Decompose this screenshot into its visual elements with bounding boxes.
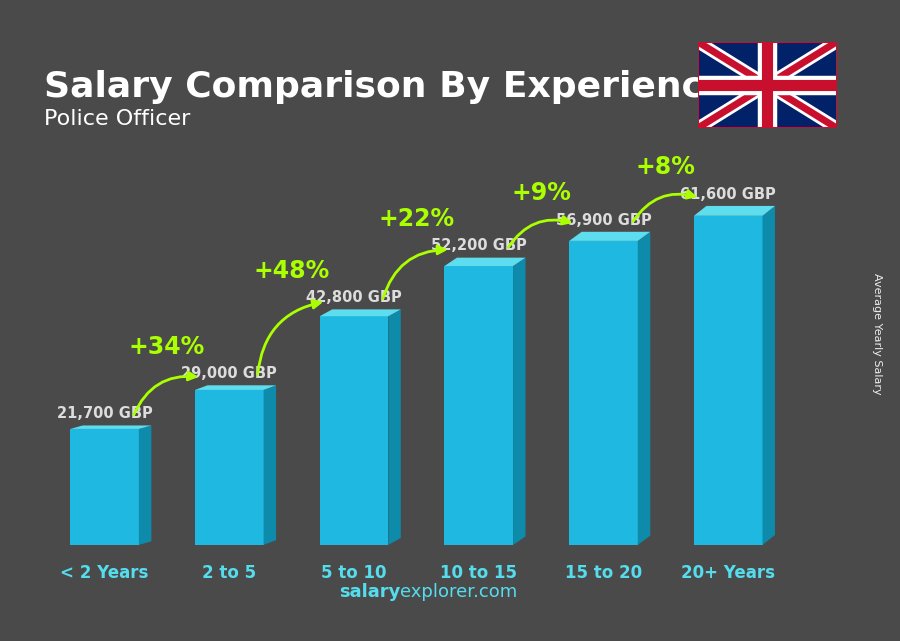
Text: 61,600 GBP: 61,600 GBP	[680, 187, 776, 202]
Text: +8%: +8%	[636, 155, 696, 179]
Polygon shape	[388, 310, 400, 545]
Polygon shape	[195, 385, 276, 390]
Polygon shape	[445, 266, 513, 545]
Polygon shape	[698, 42, 837, 128]
Text: Average Yearly Salary: Average Yearly Salary	[872, 272, 883, 394]
Polygon shape	[569, 232, 651, 241]
Polygon shape	[569, 241, 638, 545]
Text: explorer.com: explorer.com	[400, 583, 518, 601]
Text: 29,000 GBP: 29,000 GBP	[182, 366, 277, 381]
Text: 21,700 GBP: 21,700 GBP	[57, 406, 152, 421]
Text: Salary Comparison By Experience: Salary Comparison By Experience	[44, 70, 727, 104]
Text: 42,800 GBP: 42,800 GBP	[306, 290, 402, 305]
Polygon shape	[70, 426, 151, 429]
Text: 52,200 GBP: 52,200 GBP	[431, 238, 526, 253]
Polygon shape	[139, 426, 151, 545]
Polygon shape	[320, 316, 388, 545]
Polygon shape	[513, 258, 526, 545]
Text: Police Officer: Police Officer	[44, 110, 190, 129]
Text: +34%: +34%	[129, 335, 205, 358]
Polygon shape	[445, 258, 526, 266]
Polygon shape	[762, 206, 775, 545]
Polygon shape	[264, 385, 276, 545]
Polygon shape	[694, 206, 775, 216]
Text: +48%: +48%	[254, 259, 329, 283]
Polygon shape	[70, 429, 139, 545]
Polygon shape	[638, 232, 651, 545]
Polygon shape	[694, 216, 762, 545]
Polygon shape	[320, 310, 400, 316]
Text: +22%: +22%	[378, 207, 454, 231]
Text: salary: salary	[339, 583, 400, 601]
Polygon shape	[195, 390, 264, 545]
Text: +9%: +9%	[511, 181, 572, 205]
Text: 56,900 GBP: 56,900 GBP	[555, 213, 652, 228]
